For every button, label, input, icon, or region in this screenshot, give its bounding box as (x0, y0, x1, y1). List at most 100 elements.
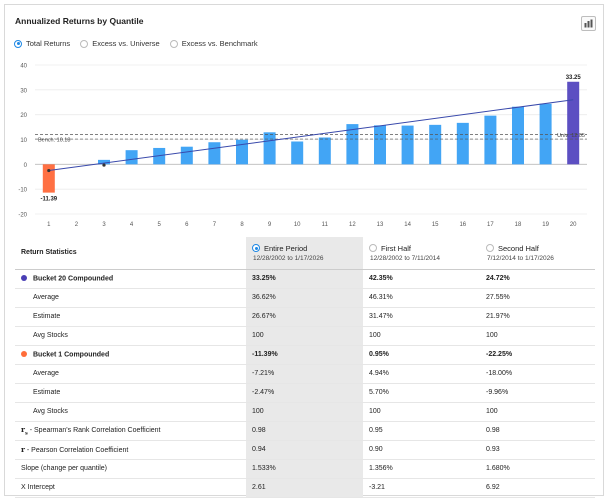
radio-icon (369, 244, 377, 253)
stat-symbol-main: r (21, 424, 25, 434)
trend-marker (102, 163, 106, 167)
x-tick-label: 12 (349, 222, 356, 228)
stats-value-cell: 100 (480, 326, 595, 346)
stats-value-cell: 0.95 (363, 421, 480, 441)
stats-value-cell: 0.95% (363, 345, 480, 365)
stats-value-cell: 100 (363, 402, 480, 422)
stats-row-label-cell: Estimate (15, 307, 246, 327)
export-chart-icon (584, 19, 593, 28)
column-label: Entire Period (264, 243, 308, 253)
bar (291, 141, 304, 165)
stats-value-cell: 0.94 (246, 440, 363, 460)
y-tick-label: 30 (20, 88, 27, 94)
radio-icon (486, 244, 494, 253)
bar (512, 106, 524, 165)
data-label: 33.25 (566, 75, 582, 81)
chart-title: Annualized Returns by Quantile (15, 16, 144, 26)
stats-value-cell: -7.21% (246, 364, 363, 384)
stats-row-label-cell: Avg Stocks (15, 326, 246, 346)
stats-row: Estimate 26.67% 31.47% 21.97% (15, 307, 595, 327)
stats-value-cell: 4.94% (363, 364, 480, 384)
stats-value-cell: 27.55% (480, 288, 595, 308)
x-tick-label: 9 (268, 222, 272, 228)
series-bullet-icon (21, 350, 27, 357)
x-tick-label: 6 (185, 222, 189, 228)
y-tick-label: 20 (20, 113, 27, 119)
bar (401, 125, 414, 165)
x-tick-label: 4 (130, 222, 134, 228)
column-dates: 12/28/2002 to 7/11/2014 (370, 254, 440, 262)
column-dates: 12/28/2002 to 1/17/2026 (253, 254, 324, 262)
column-header-second-half[interactable]: Second Half 7/12/2014 to 1/17/2026 (480, 237, 595, 270)
x-tick-label: 18 (515, 222, 522, 228)
export-button[interactable] (581, 16, 596, 31)
stats-value-cell: 0.90 (363, 440, 480, 460)
stats-row-label: - Pearson Correlation Coefficient (24, 447, 129, 454)
stats-value-cell: -22.25% (480, 345, 595, 365)
stats-value-cell: 100 (246, 402, 363, 422)
stats-row-label-cell: Bucket 1 Compounded (15, 345, 246, 365)
return-type-radio-group: Total Returns Excess vs. Universe Excess v… (14, 39, 258, 48)
stats-value-cell: 24.72% (480, 269, 595, 289)
stats-row: Bucket 1 Compounded -11.39% 0.95% -22.25% (15, 345, 595, 365)
bar (456, 122, 469, 165)
bar (98, 159, 110, 165)
stats-row-label: Estimate (33, 313, 61, 320)
stat-symbol: r (21, 445, 25, 454)
stats-row: r - Pearson Correlation Coefficient 0.94 0… (15, 440, 595, 460)
stats-value-cell: -11.39% (246, 345, 363, 365)
stats-row: Avg Stocks 100 100 100 (15, 326, 595, 346)
stats-value-cell: 1.356% (363, 459, 480, 479)
stats-row-label-cell: Bucket 20 Compounded (15, 269, 246, 289)
stats-value-cell: 42.35% (363, 269, 480, 289)
radio-option[interactable]: Excess vs. Benchmark (169, 39, 258, 48)
stats-value-cell: -18.00% (480, 364, 595, 384)
stats-row-label-cell: Average (15, 364, 246, 384)
stats-value-cell: -2.47% (246, 383, 363, 403)
chart-panel: Annualized Returns by Quantile Total Ret… (4, 4, 604, 498)
radio-option[interactable]: Total Returns (14, 39, 70, 48)
stats-value-cell: 26.67% (246, 307, 363, 327)
radio-option[interactable]: Excess vs. Universe (80, 39, 160, 48)
column-dates: 7/12/2014 to 1/17/2026 (487, 254, 554, 262)
y-tick-label: -10 (18, 188, 27, 194)
stats-header-row: Return Statistics Entire Period 12/28/20… (15, 237, 595, 270)
radio-icon (14, 39, 22, 48)
column-header-first-half[interactable]: First Half 12/28/2002 to 7/11/2014 (363, 237, 480, 270)
stats-value-cell: 21.97% (480, 307, 595, 327)
stats-row: X Intercept 2.61 -3.21 6.92 (15, 478, 595, 498)
data-label: -11.39 (40, 197, 57, 203)
x-tick-label: 19 (542, 222, 549, 228)
stats-value-cell: 100 (246, 326, 363, 346)
stats-row-label: Average (33, 294, 59, 301)
stats-row: Slope (change per quantile) 1.533% 1.356% 1… (15, 459, 595, 479)
radio-label: Excess vs. Benchmark (181, 39, 258, 48)
x-tick-label: 11 (322, 222, 329, 228)
column-header-entire[interactable]: Entire Period 12/28/2002 to 1/17/2026 (246, 237, 363, 270)
bar (180, 146, 193, 165)
stats-row-label-cell: r - Pearson Correlation Coefficient (15, 440, 246, 460)
stats-value-cell: 0.98 (480, 421, 595, 441)
return-statistics-table: Return Statistics Entire Period 12/28/20… (15, 237, 595, 498)
bar (263, 132, 276, 165)
stats-row: Avg Stocks 100 100 100 (15, 402, 595, 422)
stat-symbol: rs (21, 424, 28, 437)
bar (125, 150, 138, 165)
y-tick-label: 0 (24, 163, 28, 169)
reference-line-label: Univ: 12.05 (557, 133, 585, 139)
stat-symbol-sub: s (24, 430, 28, 437)
stats-value-cell: 0.93 (480, 440, 595, 460)
x-tick-label: 3 (102, 222, 106, 228)
stats-value-cell: 36.62% (246, 288, 363, 308)
stats-value-cell: 0.98 (246, 421, 363, 441)
bar (539, 103, 552, 165)
bar (318, 137, 331, 165)
stats-value-cell: -3.21 (363, 478, 480, 498)
x-tick-label: 16 (459, 222, 466, 228)
stats-row-label: X Intercept (21, 484, 55, 491)
x-tick-label: 10 (294, 222, 301, 228)
bar (208, 142, 221, 165)
stats-value-cell: 100 (480, 402, 595, 422)
bar (567, 81, 580, 165)
stats-row-label-cell: Average (15, 288, 246, 308)
